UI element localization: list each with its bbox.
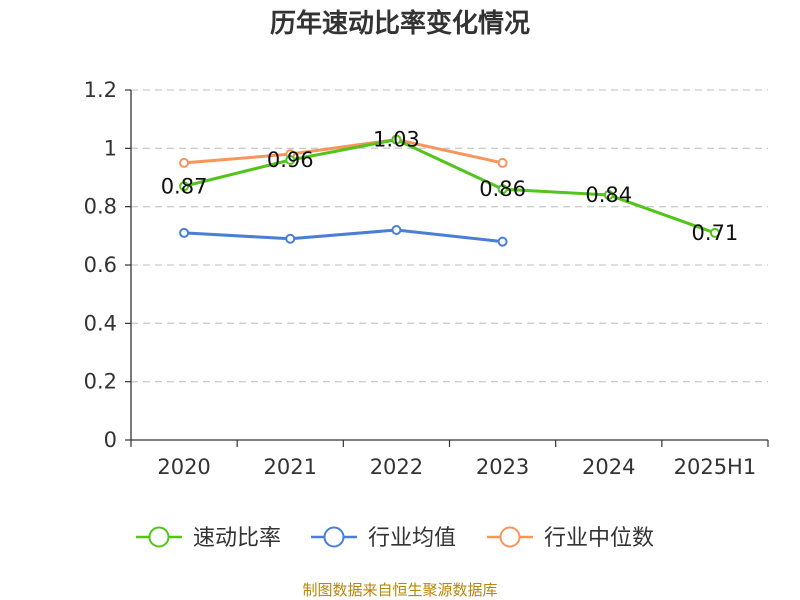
data-point (179, 181, 190, 192)
gridlines (131, 89, 768, 383)
data-label: 0.96 (267, 148, 314, 172)
legend: 速动比率 行业均值 行业中位数 (136, 526, 654, 551)
legend-marker (323, 526, 345, 548)
data-label: 0.71 (692, 221, 739, 245)
y-tick-label: 0.4 (84, 311, 117, 335)
y-tick-label: 0.2 (84, 370, 117, 394)
data-point (179, 157, 190, 168)
legend-label: 速动比率 (193, 526, 281, 551)
data-point (391, 225, 402, 235)
x-tick-label: 2021 (264, 455, 317, 479)
y-tick-label: 1.2 (84, 78, 117, 102)
data-point (285, 155, 296, 165)
data-label: 0.84 (585, 183, 632, 207)
data-point (285, 233, 296, 244)
x-tick-label: 2022 (370, 455, 423, 479)
series-line-0 (183, 138, 716, 235)
data-label: 1.03 (373, 128, 420, 152)
x-tick-label: 2023 (476, 455, 529, 479)
data-point (603, 190, 614, 200)
y-tick-label: 0 (104, 428, 117, 452)
x-tick-label: 2025H1 (674, 455, 757, 479)
data-labels: 0.87 0.96 1.03 0.86 0.84 0.71 (161, 128, 739, 245)
axes: 0 0.2 0.4 0.6 0.8 1 1.2 2020 2021 2022 2023 2024 202… (84, 78, 769, 479)
data-point (497, 236, 508, 247)
source-note: 制图数据来自恒生聚源数据库 (302, 581, 497, 599)
legend-marker (148, 526, 170, 548)
data-point (179, 227, 190, 238)
data-point (497, 157, 508, 168)
y-tick-label: 1 (104, 136, 117, 160)
data-point (391, 134, 402, 145)
x-tick-label: 2020 (157, 455, 210, 479)
y-tick-label: 0.8 (84, 195, 117, 219)
data-label: 0.87 (161, 174, 208, 198)
legend-marker (499, 526, 521, 548)
series-layer (179, 134, 720, 247)
chart-title: 历年速动比率变化情况 (270, 8, 530, 39)
x-tick-label: 2024 (582, 455, 635, 479)
y-tick-label: 0.6 (84, 253, 117, 277)
data-point (709, 227, 720, 238)
series-line-2 (183, 138, 503, 165)
data-point (497, 184, 508, 195)
legend-label: 行业均值 (368, 526, 456, 551)
legend-label: 行业中位数 (544, 526, 654, 551)
data-label: 0.86 (479, 177, 526, 201)
series-line-1 (184, 228, 503, 244)
